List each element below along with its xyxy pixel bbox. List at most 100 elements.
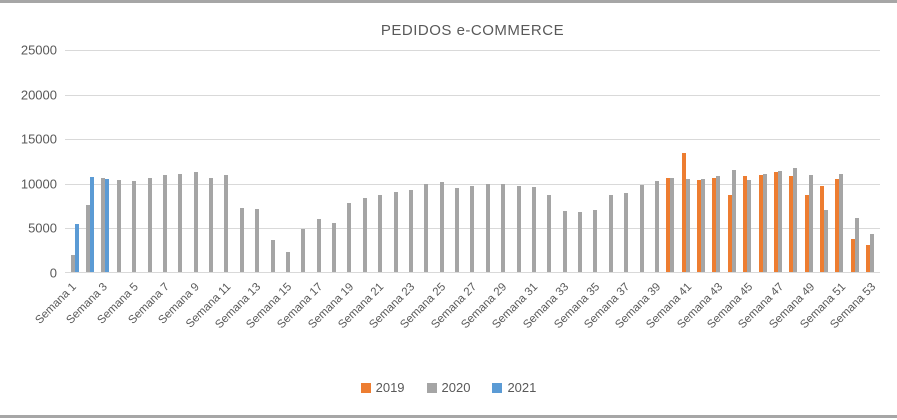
bar-2020 xyxy=(86,205,91,273)
legend-label: 2020 xyxy=(441,380,471,395)
bar-group xyxy=(280,50,295,273)
bar-2020 xyxy=(516,185,521,273)
bar-group xyxy=(449,50,464,273)
bar-group xyxy=(403,50,418,273)
bar-group xyxy=(80,50,95,273)
bar-2020 xyxy=(101,177,106,273)
bar-group xyxy=(772,50,787,273)
bar-2019 xyxy=(850,239,855,273)
bar-group xyxy=(511,50,526,273)
bar-group xyxy=(203,50,218,273)
bar-2019 xyxy=(789,175,794,273)
bar-2020 xyxy=(316,218,321,273)
bar-2021 xyxy=(74,223,79,273)
bar-2020 xyxy=(378,194,383,273)
bar-2020 xyxy=(808,174,813,273)
bar-2020 xyxy=(362,198,367,273)
bar-2020 xyxy=(716,175,721,273)
bar-group xyxy=(526,50,541,273)
bar-group xyxy=(557,50,572,273)
bar-2020 xyxy=(531,187,536,273)
bar-2020 xyxy=(562,210,567,273)
x-axis-tick-labels: Semana 1 Semana 3 Semana 5 Semana 7 Semana 9… xyxy=(34,273,880,368)
bar-group xyxy=(96,50,111,273)
bar-group xyxy=(849,50,864,273)
bar-group xyxy=(465,50,480,273)
bar-2020 xyxy=(578,212,583,273)
bar-2020 xyxy=(654,181,659,273)
legend-swatch-icon xyxy=(492,382,503,393)
bar-group xyxy=(234,50,249,273)
bar-2020 xyxy=(285,252,290,273)
bar-group xyxy=(157,50,172,273)
bar-group xyxy=(65,50,80,273)
bar-2021 xyxy=(105,179,110,273)
bar-group xyxy=(649,50,664,273)
bar-2020 xyxy=(870,233,875,273)
bar-group xyxy=(188,50,203,273)
bar-2019 xyxy=(758,174,763,273)
bar-group xyxy=(419,50,434,273)
bar-2019 xyxy=(773,172,778,273)
bar-2020 xyxy=(455,188,460,273)
bar-group xyxy=(542,50,557,273)
bar-group xyxy=(803,50,818,273)
bar-2020 xyxy=(162,174,167,273)
bar-2020 xyxy=(854,217,859,273)
top-border-line xyxy=(0,0,897,3)
bar-2019 xyxy=(743,175,748,273)
bar-group xyxy=(219,50,234,273)
bar-2020 xyxy=(624,192,629,273)
bar-2020 xyxy=(301,229,306,273)
bar-2020 xyxy=(747,180,752,273)
bar-group xyxy=(818,50,833,273)
bar-group xyxy=(619,50,634,273)
bar-2020 xyxy=(470,185,475,273)
bar-group xyxy=(834,50,849,273)
bar-group xyxy=(173,50,188,273)
bar-2020 xyxy=(608,195,613,273)
plot-area xyxy=(65,50,880,273)
bar-2020 xyxy=(239,207,244,273)
bar-group xyxy=(480,50,495,273)
bar-group xyxy=(865,50,880,273)
bar-2020 xyxy=(347,203,352,273)
gridline xyxy=(65,94,880,96)
bar-2020 xyxy=(147,177,152,273)
bar-2020 xyxy=(639,184,644,273)
x-axis-line xyxy=(65,272,880,273)
legend: 2019 2020 2021 xyxy=(0,380,897,395)
bar-2020 xyxy=(777,171,782,273)
legend-item-2020: 2020 xyxy=(426,380,471,395)
bar-group xyxy=(680,50,695,273)
bar-2021 xyxy=(90,176,95,273)
y-tick-label: 25000 xyxy=(20,42,57,58)
bar-group xyxy=(496,50,511,273)
bar-2020 xyxy=(731,169,736,273)
legend-label: 2021 xyxy=(507,380,537,395)
bar-2020 xyxy=(762,174,767,273)
bar-2020 xyxy=(209,178,214,273)
bar-group xyxy=(665,50,680,273)
bar-2020 xyxy=(70,255,75,273)
chart-title: PEDIDOS e-COMMERCE xyxy=(380,22,565,39)
bar-group xyxy=(342,50,357,273)
y-axis-tick-labels: 25000 20000 15000 10000 5000 0 xyxy=(0,43,57,281)
bar-group xyxy=(357,50,372,273)
bar-group xyxy=(711,50,726,273)
bar-group xyxy=(742,50,757,273)
bar-2019 xyxy=(804,194,809,273)
y-tick-label: 15000 xyxy=(20,131,57,147)
bar-2020 xyxy=(255,208,260,273)
bar-2020 xyxy=(593,209,598,273)
bar-2020 xyxy=(485,183,490,273)
bar-group xyxy=(434,50,449,273)
bar-2020 xyxy=(685,179,690,273)
bar-group xyxy=(726,50,741,273)
gridline xyxy=(65,50,880,51)
bottom-border-line xyxy=(0,415,897,418)
bar-group xyxy=(265,50,280,273)
bar-2020 xyxy=(270,240,275,273)
bar-group xyxy=(757,50,772,273)
bar-group xyxy=(588,50,603,273)
